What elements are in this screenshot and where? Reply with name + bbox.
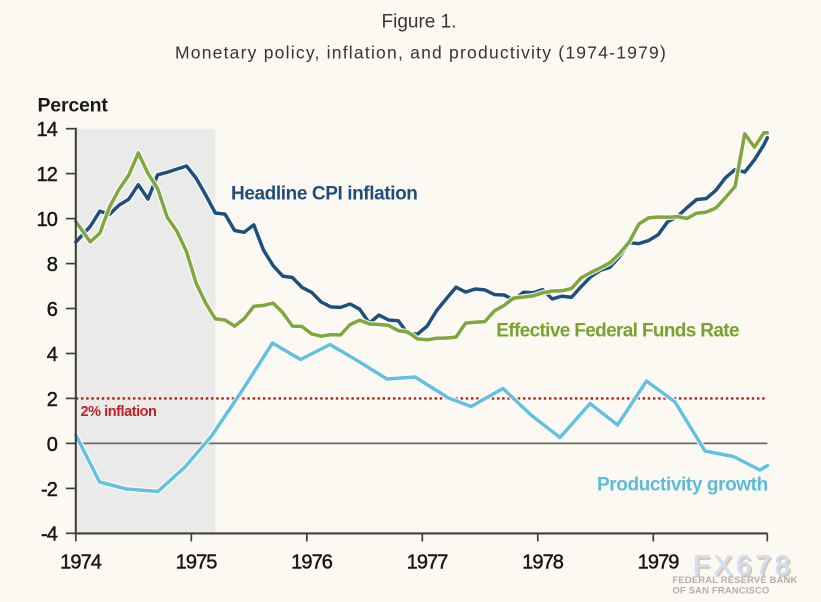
svg-text:0: 0: [47, 434, 58, 456]
svg-text:FX678: FX678: [693, 550, 794, 581]
svg-text:8: 8: [47, 254, 58, 276]
svg-text:12: 12: [37, 164, 58, 186]
svg-text:Figure 1.: Figure 1.: [382, 12, 457, 33]
svg-text:FX678: FX678: [695, 552, 796, 583]
svg-text:1977: 1977: [407, 551, 449, 573]
svg-text:Monetary policy, inflation, an: Monetary policy, inflation, and producti…: [175, 42, 667, 62]
svg-text:Percent: Percent: [38, 95, 109, 117]
svg-text:Productivity growth: Productivity growth: [597, 475, 768, 496]
svg-text:1976: 1976: [291, 551, 333, 573]
svg-text:Headline CPI inflation: Headline CPI inflation: [231, 184, 418, 205]
svg-text:OF SAN FRANCISCO: OF SAN FRANCISCO: [673, 585, 770, 596]
svg-text:1978: 1978: [522, 551, 564, 573]
svg-text:4: 4: [47, 344, 58, 366]
svg-text:6: 6: [47, 299, 58, 321]
svg-text:FEDERAL RESERVE BANK: FEDERAL RESERVE BANK: [673, 574, 798, 585]
svg-text:2: 2: [47, 389, 58, 411]
svg-text:Effective Federal Funds Rate: Effective Federal Funds Rate: [496, 321, 739, 342]
svg-text:1979: 1979: [638, 551, 680, 573]
svg-text:-2: -2: [41, 479, 58, 501]
svg-text:-4: -4: [41, 524, 58, 546]
svg-text:1974: 1974: [60, 551, 102, 573]
svg-text:10: 10: [37, 209, 58, 231]
svg-text:14: 14: [37, 119, 58, 141]
svg-text:1975: 1975: [176, 551, 218, 573]
svg-text:2% inflation: 2% inflation: [81, 404, 157, 420]
